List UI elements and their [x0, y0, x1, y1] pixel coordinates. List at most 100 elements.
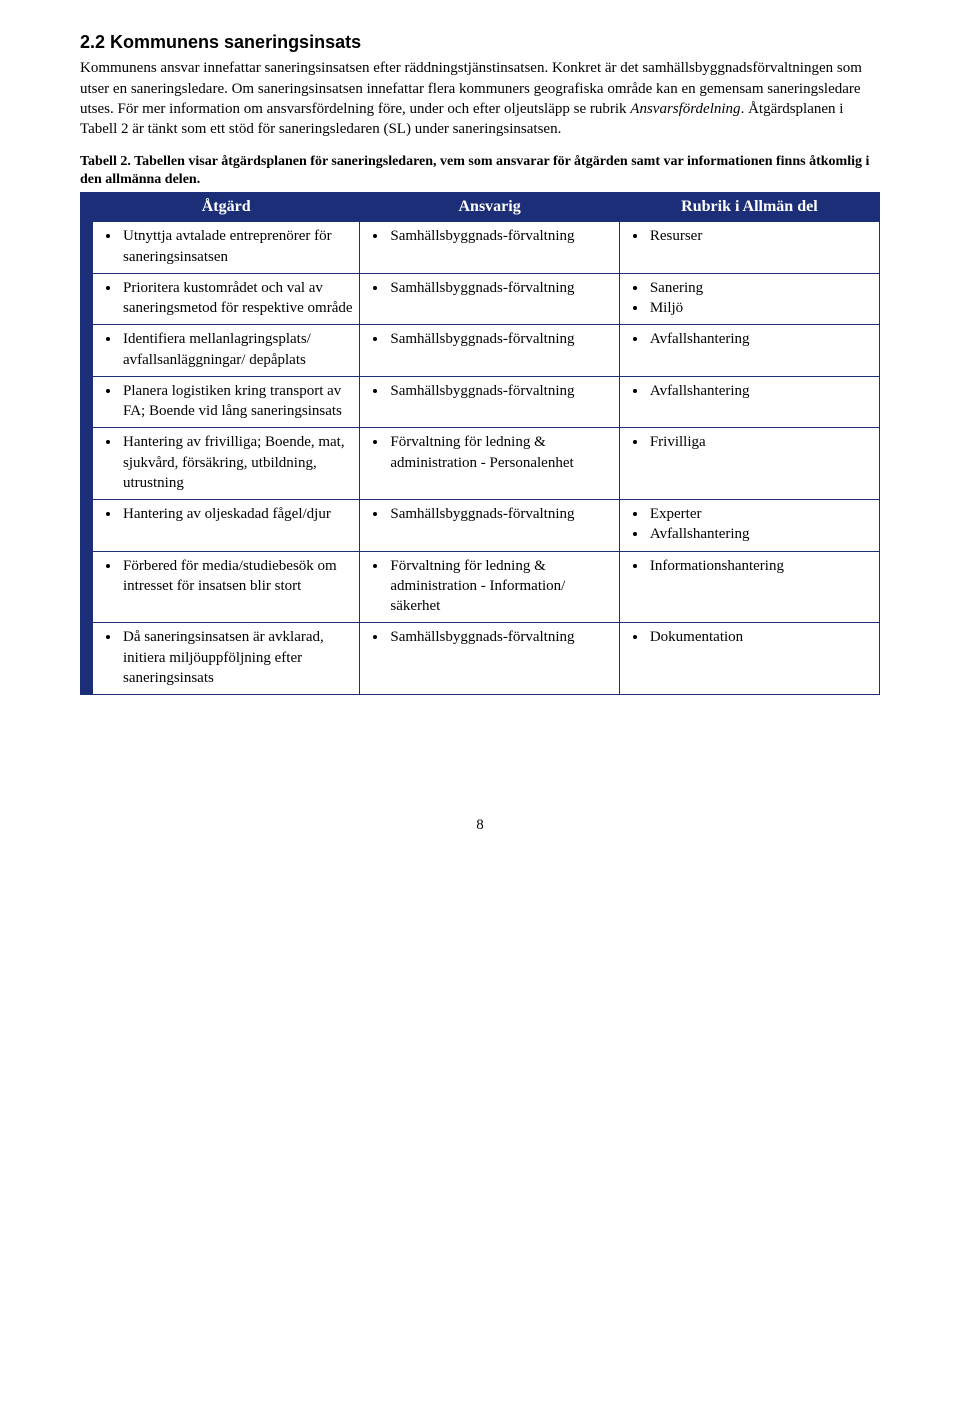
- action-list: Hantering av frivilliga; Boende, mat, sj…: [99, 432, 353, 493]
- action-list: Hantering av oljeskadad fågel/djur: [99, 504, 353, 524]
- action-cell: Då saneringsinsatsen är avklarad, initie…: [93, 623, 360, 695]
- rubric-list: Dokumentation: [626, 627, 873, 647]
- action-list: Prioritera kustområdet och val av saneri…: [99, 278, 353, 319]
- lead-cell: [80, 551, 93, 623]
- table-header-rubric: Rubrik i Allmän del: [619, 192, 879, 222]
- responsible-list: Samhällsbyggnads-förvaltning: [366, 627, 612, 647]
- action-list: Planera logistiken kring transport av FA…: [99, 381, 353, 422]
- list-item: Informationshantering: [648, 556, 873, 576]
- action-cell: Utnyttja avtalade entreprenörer för sane…: [93, 222, 360, 274]
- list-item: Hantering av oljeskadad fågel/djur: [121, 504, 353, 524]
- responsible-cell: Samhällsbyggnads-förvaltning: [360, 222, 619, 274]
- list-item: Resurser: [648, 226, 873, 246]
- rubric-list: ExperterAvfallshantering: [626, 504, 873, 545]
- intro-italic: Ansvarsfördelning: [630, 101, 740, 117]
- responsible-cell: Samhällsbyggnads-förvaltning: [360, 623, 619, 695]
- rubric-cell: Avfallshantering: [619, 376, 879, 428]
- list-item: Samhällsbyggnads-förvaltning: [388, 329, 612, 349]
- table-header-responsible: Ansvarig: [360, 192, 619, 222]
- responsible-list: Förvaltning för ledning & administration…: [366, 556, 612, 617]
- rubric-list: Resurser: [626, 226, 873, 246]
- responsible-cell: Samhällsbyggnads-förvaltning: [360, 500, 619, 552]
- table-header-action: Åtgärd: [93, 192, 360, 222]
- rubric-cell: SaneringMiljö: [619, 273, 879, 325]
- responsible-list: Samhällsbyggnads-förvaltning: [366, 226, 612, 246]
- table-row: Hantering av frivilliga; Boende, mat, sj…: [80, 428, 880, 500]
- responsible-list: Samhällsbyggnads-förvaltning: [366, 329, 612, 349]
- list-item: Avfallshantering: [648, 524, 873, 544]
- lead-cell: [80, 428, 93, 500]
- rubric-cell: Dokumentation: [619, 623, 879, 695]
- action-list: Identifiera mellanlagringsplats/ avfalls…: [99, 329, 353, 370]
- table-caption: Tabell 2. Tabellen visar åtgärdsplanen f…: [80, 153, 880, 189]
- rubric-list: Frivilliga: [626, 432, 873, 452]
- lead-cell: [80, 273, 93, 325]
- rubric-cell: Frivilliga: [619, 428, 879, 500]
- list-item: Miljö: [648, 298, 873, 318]
- list-item: Utnyttja avtalade entreprenörer för sane…: [121, 226, 353, 267]
- list-item: Då saneringsinsatsen är avklarad, initie…: [121, 627, 353, 688]
- rubric-list: SaneringMiljö: [626, 278, 873, 319]
- page-number: 8: [80, 815, 880, 835]
- action-list: Då saneringsinsatsen är avklarad, initie…: [99, 627, 353, 688]
- list-item: Samhällsbyggnads-förvaltning: [388, 381, 612, 401]
- lead-cell: [80, 325, 93, 377]
- table-header-row: Åtgärd Ansvarig Rubrik i Allmän del: [80, 192, 880, 222]
- responsible-list: Samhällsbyggnads-förvaltning: [366, 504, 612, 524]
- intro-paragraph: Kommunens ansvar innefattar saneringsins…: [80, 58, 880, 139]
- action-cell: Hantering av oljeskadad fågel/djur: [93, 500, 360, 552]
- table-row: Identifiera mellanlagringsplats/ avfalls…: [80, 325, 880, 377]
- action-cell: Identifiera mellanlagringsplats/ avfalls…: [93, 325, 360, 377]
- list-item: Samhällsbyggnads-förvaltning: [388, 226, 612, 246]
- list-item: Samhällsbyggnads-förvaltning: [388, 278, 612, 298]
- rubric-cell: Avfallshantering: [619, 325, 879, 377]
- lead-cell: [80, 500, 93, 552]
- list-item: Förvaltning för ledning & administration…: [388, 556, 612, 617]
- table-row: Utnyttja avtalade entreprenörer för sane…: [80, 222, 880, 274]
- action-list: Förbered för media/studiebesök om intres…: [99, 556, 353, 597]
- action-cell: Förbered för media/studiebesök om intres…: [93, 551, 360, 623]
- action-list: Utnyttja avtalade entreprenörer för sane…: [99, 226, 353, 267]
- list-item: Avfallshantering: [648, 329, 873, 349]
- list-item: Hantering av frivilliga; Boende, mat, sj…: [121, 432, 353, 493]
- table-row: Planera logistiken kring transport av FA…: [80, 376, 880, 428]
- action-cell: Planera logistiken kring transport av FA…: [93, 376, 360, 428]
- action-plan-table: Åtgärd Ansvarig Rubrik i Allmän del Utny…: [80, 192, 880, 695]
- lead-cell: [80, 623, 93, 695]
- table-row: Hantering av oljeskadad fågel/djur Samhäl…: [80, 500, 880, 552]
- action-cell: Hantering av frivilliga; Boende, mat, sj…: [93, 428, 360, 500]
- table-row: Då saneringsinsatsen är avklarad, initie…: [80, 623, 880, 695]
- list-item: Sanering: [648, 278, 873, 298]
- rubric-cell: Informationshantering: [619, 551, 879, 623]
- table-row: Prioritera kustområdet och val av saneri…: [80, 273, 880, 325]
- rubric-list: Avfallshantering: [626, 381, 873, 401]
- list-item: Samhällsbyggnads-förvaltning: [388, 627, 612, 647]
- responsible-cell: Förvaltning för ledning & administration…: [360, 428, 619, 500]
- list-item: Planera logistiken kring transport av FA…: [121, 381, 353, 422]
- list-item: Dokumentation: [648, 627, 873, 647]
- responsible-cell: Samhällsbyggnads-förvaltning: [360, 273, 619, 325]
- list-item: Frivilliga: [648, 432, 873, 452]
- responsible-list: Samhällsbyggnads-förvaltning: [366, 278, 612, 298]
- lead-cell: [80, 222, 93, 274]
- list-item: Avfallshantering: [648, 381, 873, 401]
- responsible-cell: Samhällsbyggnads-förvaltning: [360, 325, 619, 377]
- responsible-list: Förvaltning för ledning & administration…: [366, 432, 612, 473]
- rubric-cell: ExperterAvfallshantering: [619, 500, 879, 552]
- list-item: Förvaltning för ledning & administration…: [388, 432, 612, 473]
- section-heading: 2.2 Kommunens saneringsinsats: [80, 30, 880, 54]
- table-row: Förbered för media/studiebesök om intres…: [80, 551, 880, 623]
- lead-cell: [80, 376, 93, 428]
- table-header-lead: [80, 192, 93, 222]
- rubric-list: Informationshantering: [626, 556, 873, 576]
- responsible-list: Samhällsbyggnads-förvaltning: [366, 381, 612, 401]
- list-item: Experter: [648, 504, 873, 524]
- rubric-list: Avfallshantering: [626, 329, 873, 349]
- list-item: Identifiera mellanlagringsplats/ avfalls…: [121, 329, 353, 370]
- list-item: Samhällsbyggnads-förvaltning: [388, 504, 612, 524]
- list-item: Förbered för media/studiebesök om intres…: [121, 556, 353, 597]
- responsible-cell: Förvaltning för ledning & administration…: [360, 551, 619, 623]
- responsible-cell: Samhällsbyggnads-förvaltning: [360, 376, 619, 428]
- list-item: Prioritera kustområdet och val av saneri…: [121, 278, 353, 319]
- rubric-cell: Resurser: [619, 222, 879, 274]
